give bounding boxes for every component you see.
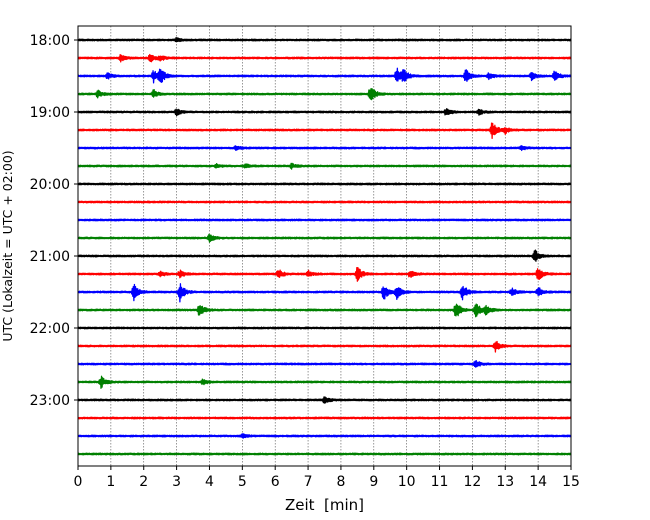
y-axis-label: UTC (Lokalzeit = UTC + 02:00) <box>0 150 15 341</box>
trace-1900 <box>77 108 572 117</box>
trace-2215 <box>77 340 572 353</box>
y-tick-label: 21:00 <box>30 249 70 265</box>
trace-1815 <box>77 53 572 63</box>
trace-2245 <box>77 375 572 389</box>
trace-2100 <box>77 249 572 262</box>
trace-1830 <box>77 67 572 84</box>
x-tick-label: 11 <box>431 474 449 490</box>
x-tick-label: 12 <box>463 474 481 490</box>
x-tick-label: 5 <box>238 474 247 490</box>
x-tick-label: 13 <box>496 474 514 490</box>
trace-2045 <box>77 233 572 243</box>
trace-1945 <box>77 162 572 170</box>
y-tick-label: 19:00 <box>30 105 70 121</box>
x-tick-label: 15 <box>562 474 580 490</box>
trace-2345 <box>77 452 572 456</box>
trace-2130 <box>77 283 572 303</box>
trace-2330 <box>77 433 572 439</box>
trace-2115 <box>77 267 572 282</box>
y-tick-label: 20:00 <box>30 177 70 193</box>
y-tick-label: 22:00 <box>30 321 70 337</box>
x-tick-label: 2 <box>139 474 148 490</box>
y-axis: 18:00 19:00 20:00 21:00 22:00 23:00 <box>30 33 78 409</box>
x-tick-label: 1 <box>106 474 115 490</box>
x-tick-label: 4 <box>205 474 214 490</box>
trace-2300 <box>77 396 572 404</box>
x-axis: 0 1 2 3 4 5 6 7 8 9 10 11 12 13 14 15 <box>74 466 580 490</box>
seismogram-traces <box>77 37 572 456</box>
trace-2000 <box>77 182 572 186</box>
plot-frame <box>77 25 572 467</box>
trace-1800 <box>77 37 572 43</box>
trace-2015 <box>77 200 572 204</box>
x-tick-label: 9 <box>369 474 378 490</box>
x-tick-label: 14 <box>529 474 547 490</box>
trace-2230 <box>77 360 572 368</box>
x-tick-label: 8 <box>336 474 345 490</box>
trace-2030 <box>77 218 572 222</box>
x-tick-label: 3 <box>172 474 181 490</box>
x-tick-label: 6 <box>271 474 280 490</box>
vertical-gridlines <box>110 26 539 466</box>
trace-1845 <box>77 87 572 101</box>
trace-2200 <box>77 326 572 330</box>
x-tick-label: 7 <box>304 474 313 490</box>
trace-2145 <box>77 303 572 318</box>
x-axis-label: Zeit [min] <box>285 496 364 514</box>
trace-1930 <box>77 145 572 152</box>
trace-1915 <box>77 122 572 140</box>
x-tick-label: 10 <box>398 474 416 490</box>
y-tick-label: 23:00 <box>30 393 70 409</box>
y-tick-label: 18:00 <box>30 33 70 49</box>
trace-2315 <box>77 416 572 420</box>
x-tick-label: 0 <box>74 474 83 490</box>
